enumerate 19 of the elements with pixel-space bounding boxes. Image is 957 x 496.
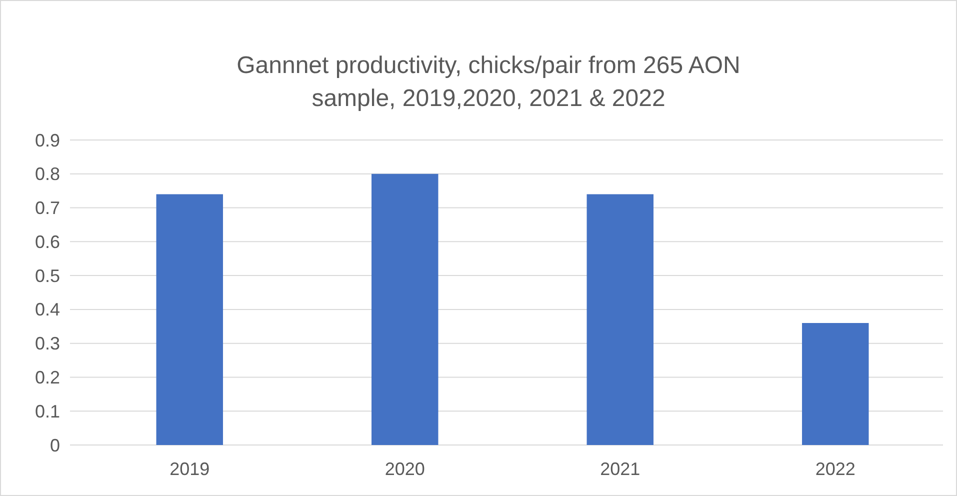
y-tick-label: 0.9 [34, 130, 60, 150]
chart-title: Gannnet productivity, chicks/pair from 265 AON sample, 2019,2020, 2021 & 2022 [236, 52, 740, 112]
y-tick-label: 0.4 [34, 300, 60, 320]
bar [372, 174, 438, 445]
bar [802, 323, 869, 445]
x-tick-label: 2021 [600, 459, 640, 479]
x-tick-label: 2022 [815, 459, 856, 479]
bar [586, 194, 654, 445]
x-tick-label: 2020 [384, 459, 425, 479]
y-tick-label: 0 [50, 435, 60, 456]
x-tick-label: 2019 [170, 459, 210, 479]
bar [156, 194, 223, 445]
y-tick-label: 0.3 [34, 334, 60, 354]
y-tick-label: 0.7 [34, 198, 60, 218]
y-tick-label: 0.5 [34, 266, 60, 286]
y-tick-label: 0.1 [34, 401, 60, 422]
y-tick-label: 0.6 [34, 232, 60, 252]
y-tick-label: 0.2 [34, 368, 60, 388]
y-tick-label: 0.8 [34, 164, 60, 184]
